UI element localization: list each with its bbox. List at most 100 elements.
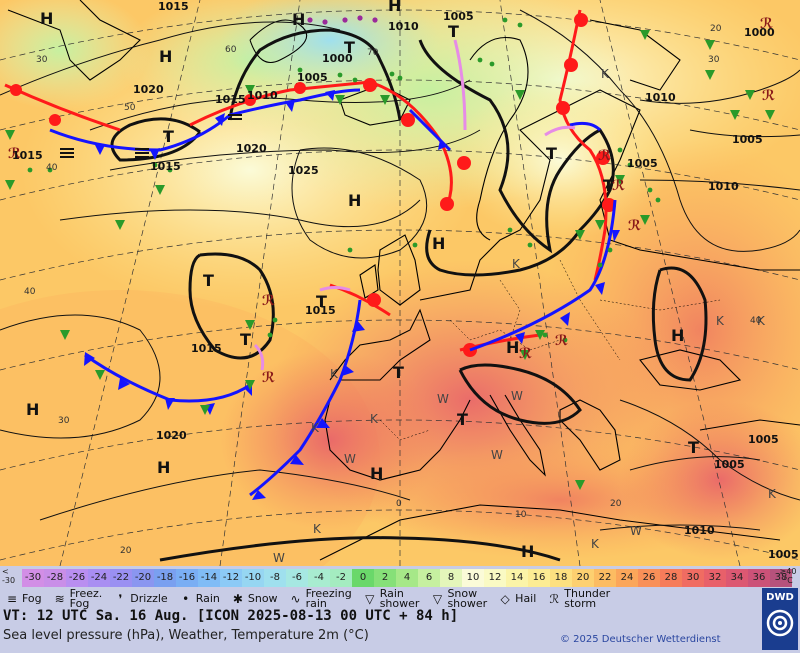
graticule-label: 60 [225, 45, 237, 55]
drizzle-icon: ❜ [118, 592, 123, 606]
legend-label: Rain [195, 592, 220, 605]
scale-swatch: -12 [220, 569, 242, 587]
isobars-thick [110, 28, 708, 562]
high-pressure-marker: H [157, 458, 170, 477]
temperature-field [0, 0, 150, 110]
k-marker: K [512, 257, 521, 271]
high-pressure-marker: H [159, 47, 172, 66]
pressure-label: 1015 [305, 304, 336, 317]
low-pressure-marker: T [163, 127, 174, 146]
graticule-label: 50 [124, 103, 136, 113]
w-marker: W [511, 389, 523, 403]
scale-swatch: 12 [484, 569, 506, 587]
temperature-scale: -30 -28 -26 -24 -22 -20 -18 -16 -14 -12 -10 -8 -6 -4-… [22, 569, 792, 587]
legend-item: ∿ Freezing rain [288, 588, 352, 610]
scale-swatch: 28 [660, 569, 682, 587]
scale-swatch: 18 [550, 569, 572, 587]
scale-swatch: 4 [396, 569, 418, 587]
graticule-label: 40 [46, 163, 58, 173]
pressure-label: 1005 [714, 458, 745, 471]
low-pressure-marker: T [688, 438, 699, 457]
scale-swatch: -2 [330, 569, 352, 587]
k-marker: K [311, 421, 320, 435]
legend-item: ✱ Snow [230, 588, 278, 610]
pressure-label: 1015 [215, 93, 246, 106]
rain-icon: • [182, 592, 190, 606]
scale-swatch: 2 [374, 569, 396, 587]
scale-swatch: 6 [418, 569, 440, 587]
country-borders [379, 259, 721, 441]
pressure-label: 1005 [768, 548, 799, 561]
scale-swatch: 26 [638, 569, 660, 587]
scale-min-symbol: < [2, 567, 9, 576]
scale-swatch: -18 [154, 569, 176, 587]
scale-swatch: 8 [440, 569, 462, 587]
scale-max-label: ≥40 °C [776, 567, 800, 585]
scale-swatch: -26 [66, 569, 88, 587]
legend-label: Hail [515, 592, 537, 605]
scale-swatch: 36 [748, 569, 770, 587]
occlusions [253, 39, 576, 371]
high-pressure-marker: H [292, 10, 305, 29]
weather-legend: ≡ Fog ≋ Freez. Fog ❜ Drizzle • Rain ✱ Snow ∿ Freezi… [4, 588, 764, 610]
low-pressure-marker: T [603, 176, 614, 195]
graticule-label: 0 [396, 499, 402, 509]
scale-swatch: -8 [264, 569, 286, 587]
shower-symbols [5, 30, 775, 490]
pressure-label: 1010 [684, 524, 715, 537]
legend-item: ≡ Fog [4, 588, 42, 610]
graticule-label: 30 [36, 55, 48, 65]
low-pressure-marker: T [448, 22, 459, 41]
low-pressure-marker: T [203, 271, 214, 290]
graticule-label: 20 [710, 24, 722, 34]
scale-swatch: -10 [242, 569, 264, 587]
legend-item: ℛ Thunder storm [546, 588, 611, 610]
k-marker: K [370, 412, 379, 426]
k-marker: K [313, 522, 322, 536]
valid-time: VT: 12 UTC Sa. 16 Aug. [ICON 2025-08-13 … [3, 608, 459, 624]
graticule-label: 30 [708, 55, 720, 65]
low-pressure-marker: T [240, 330, 251, 349]
k-marker: K [768, 487, 777, 501]
scale-swatch: 30 [682, 569, 704, 587]
svg-text:ℛ: ℛ [598, 148, 611, 164]
graticule-label: 70 [367, 48, 379, 58]
scale-swatch: -30 [22, 569, 44, 587]
high-pressure-marker: H [388, 0, 401, 15]
pressure-label: 1015 [12, 149, 43, 162]
pressure-label: 1025 [288, 164, 319, 177]
rain-shower-icon: ▽ [365, 592, 375, 606]
scale-swatch: -6 [286, 569, 308, 587]
graticule-label: 30 [58, 416, 70, 426]
coastlines [7, 0, 800, 561]
legend-item: ▽ Rain shower [362, 587, 420, 610]
low-pressure-marker: T [546, 144, 557, 163]
scale-swatch: 32 [704, 569, 726, 587]
copyright: © 2025 Deutscher Wetterdienst [560, 634, 721, 645]
scale-swatch: 16 [528, 569, 550, 587]
svg-text:ℛ: ℛ [519, 346, 532, 362]
temperature-field [620, 400, 800, 560]
high-pressure-marker: H [506, 338, 519, 357]
legend-label: Fog [22, 592, 42, 605]
cold-front-barbs [84, 90, 620, 500]
scale-swatch: 0 [352, 569, 374, 587]
scale-min-label: < -30 [2, 567, 15, 585]
k-marker: K [330, 367, 339, 381]
scale-swatch: 24 [616, 569, 638, 587]
legend-label: Rain shower [379, 587, 420, 610]
pressure-label: 1010 [388, 20, 419, 33]
w-marker: W [491, 448, 503, 462]
scale-swatch: -22 [110, 569, 132, 587]
pressure-label: 1015 [191, 342, 222, 355]
freezing-fog-icon: ≋ [54, 592, 65, 606]
snow-icon: ✱ [232, 592, 243, 606]
snow-symbols [307, 15, 378, 25]
svg-text:ℛ: ℛ [555, 333, 568, 349]
pressure-label: 1005 [627, 157, 658, 170]
pressure-label: 1020 [236, 142, 267, 155]
thunderstorm-icon: ℛ [549, 592, 560, 606]
